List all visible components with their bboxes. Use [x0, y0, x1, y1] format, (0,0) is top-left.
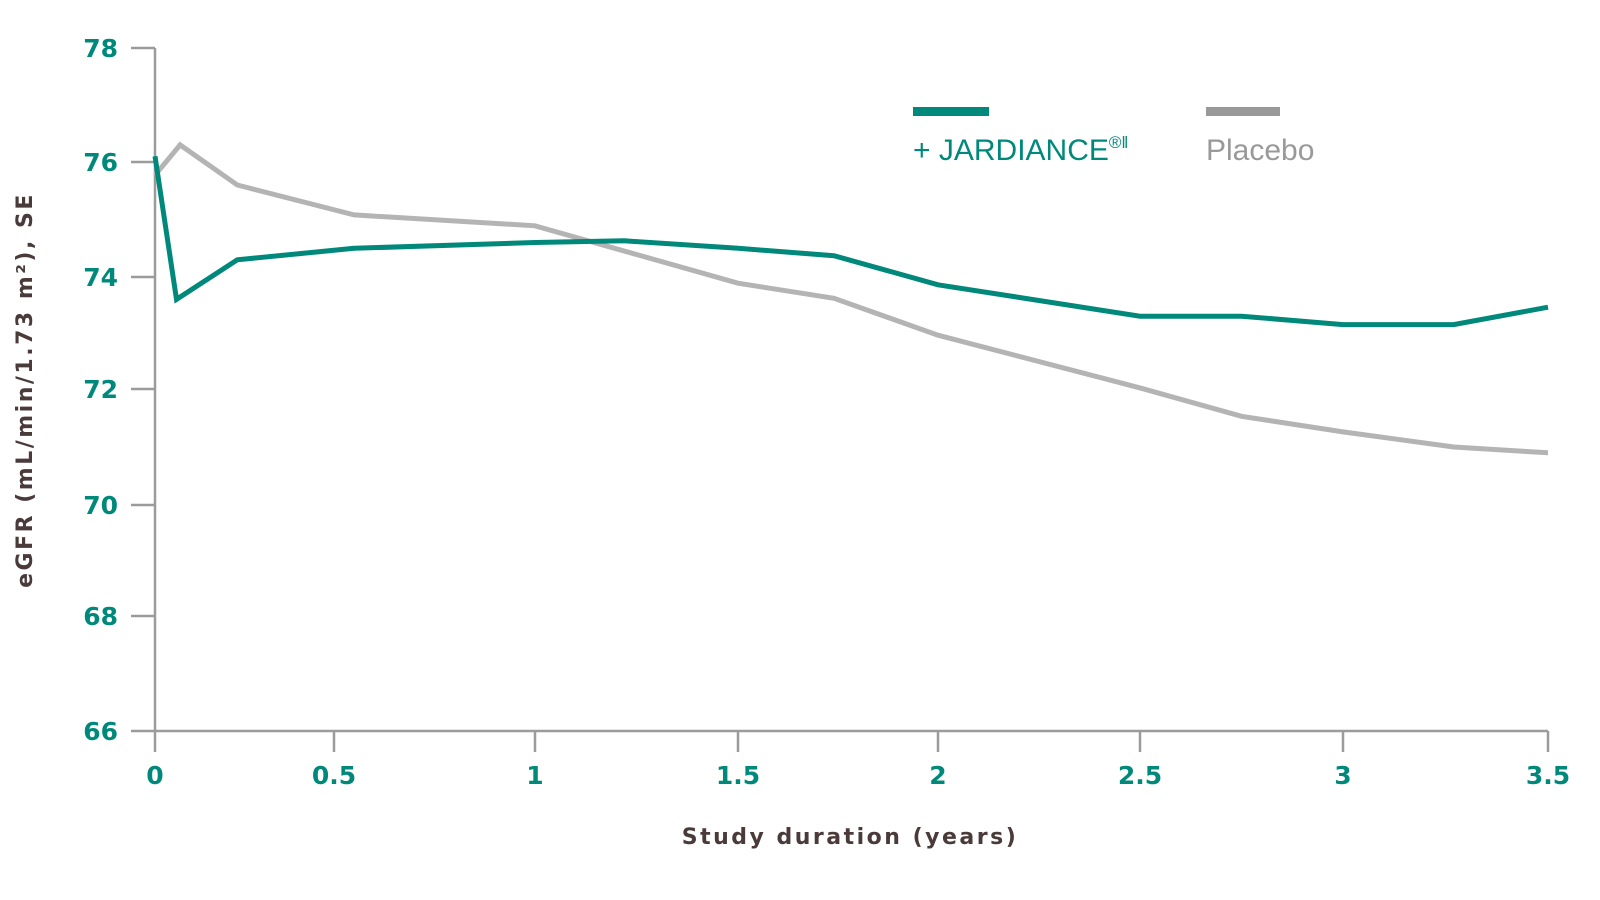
- x-tick-label: 0.5: [312, 761, 356, 790]
- x-tick-label: 0: [146, 761, 163, 790]
- legend-label-jardiance: + JARDIANCE®‖: [913, 133, 1128, 167]
- series-lines: [152, 141, 1549, 456]
- x-axis-title: Study duration (years): [682, 825, 1019, 850]
- legend: + JARDIANCE®‖ Placebo: [913, 107, 1314, 167]
- x-tick-label: 2: [929, 761, 946, 790]
- legend-swatch-jardiance: [913, 107, 989, 116]
- x-tick-label: 1.5: [716, 761, 760, 790]
- x-tick-label: 1: [526, 761, 543, 790]
- series-line-placebo: [153, 141, 1549, 456]
- y-axis-title: eGFR (mL/min/1.73 m²), SE: [13, 192, 38, 588]
- y-tick-label: 78: [83, 34, 118, 63]
- y-tick-label: 70: [83, 491, 118, 520]
- y-tick-label: 68: [83, 602, 118, 631]
- legend-label-placebo: Placebo: [1206, 134, 1314, 167]
- y-tick-label: 76: [83, 148, 118, 177]
- axes: 66 68 70 72 74 76 78 0 0.5 1 1.5 2 2.5 3 3.5: [83, 34, 1570, 790]
- y-tick-label: 66: [83, 717, 118, 746]
- x-tick-label: 2.5: [1118, 761, 1162, 790]
- legend-swatch-placebo: [1206, 107, 1280, 116]
- y-tick-label: 72: [83, 375, 118, 404]
- series-line-jardiance: [152, 155, 1549, 328]
- x-tick-label: 3: [1334, 761, 1351, 790]
- y-tick-label: 74: [83, 263, 118, 292]
- x-tick-label: 3.5: [1526, 761, 1570, 790]
